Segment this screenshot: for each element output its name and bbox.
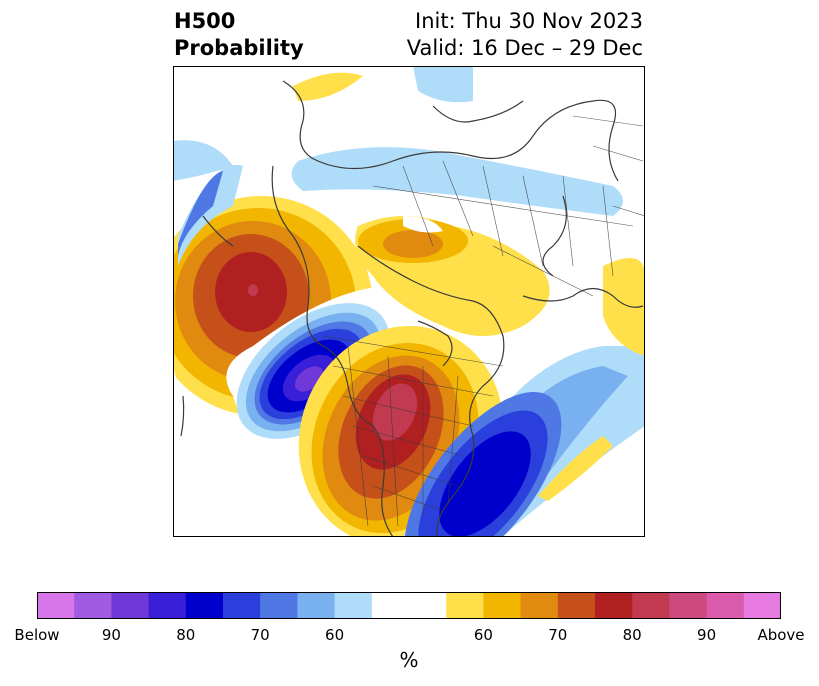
- colorbar-segment: [706, 592, 745, 619]
- colorbar-segment: [669, 592, 708, 619]
- colorbar-segment: [111, 592, 150, 619]
- colorbar-segment: [520, 592, 559, 619]
- valid-period: Valid: 16 Dec – 29 Dec: [406, 36, 643, 60]
- colorbar-segment: [371, 592, 447, 619]
- colorbar-tick-label: Below: [14, 626, 60, 644]
- colorbar-unit: %: [399, 648, 419, 672]
- colorbar-segment: [334, 592, 373, 619]
- map-title: H500 Probability: [174, 8, 304, 62]
- colorbar-segment: [595, 592, 633, 619]
- gulf-alaska-trough: [226, 286, 413, 439]
- colorbar-segment: [297, 592, 336, 619]
- colorbar-tick-label: 70: [250, 626, 270, 644]
- colorbar-segment: [483, 592, 522, 619]
- map-border: [173, 66, 645, 537]
- atlantic-trough: [403, 346, 645, 537]
- colorbar-tick-label: 70: [548, 626, 568, 644]
- title-product: Probability: [174, 36, 304, 60]
- coastlines: [180, 80, 644, 537]
- colorbar-segment: [743, 592, 781, 619]
- colorbar-outline: [37, 592, 781, 619]
- init-time: Init: Thu 30 Nov 2023: [415, 9, 643, 33]
- pacific-west-blue: [178, 164, 243, 266]
- colorbar-segment: [223, 592, 261, 619]
- colorbar-tick-label: 90: [101, 626, 121, 644]
- title-variable: H500: [174, 9, 236, 33]
- colorbar-tick-label: 60: [473, 626, 493, 644]
- colorbar-segment: [148, 592, 187, 619]
- political-borders: [322, 115, 645, 527]
- atlantic-warm-streak: [538, 436, 613, 501]
- eurasia-cool-band: [173, 66, 623, 216]
- colorbar-tick-label: 80: [622, 626, 642, 644]
- colorbar-segment: [74, 592, 112, 619]
- colorbar-segment: [185, 592, 224, 619]
- colorbar-tick-label: 90: [697, 626, 717, 644]
- map-run-info: Init: Thu 30 Nov 2023 Valid: 16 Dec – 29…: [407, 8, 643, 62]
- colorbar-segment: [37, 592, 75, 619]
- north-america-warm-ridge: [298, 326, 504, 537]
- colorbar-segment: [260, 592, 298, 619]
- colorbar: [37, 592, 781, 619]
- colorbar-tick-label: 60: [325, 626, 345, 644]
- colorbar-segment: [632, 592, 670, 619]
- colorbar-segment: [446, 592, 484, 619]
- colorbar-segment: [557, 592, 596, 619]
- probability-map: [173, 66, 645, 537]
- colorbar-tick-label: 80: [176, 626, 196, 644]
- colorbar-tick-label: Above: [757, 626, 805, 644]
- map-svg: [173, 66, 645, 537]
